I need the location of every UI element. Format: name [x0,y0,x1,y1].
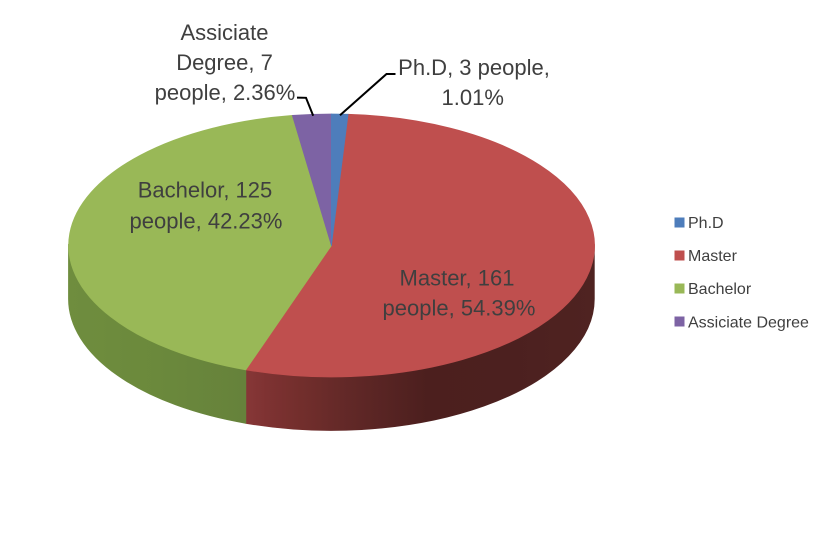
svg-text:Master, 161: Master, 161 [400,266,515,291]
svg-text:people, 42.23%: people, 42.23% [130,209,283,234]
svg-text:Ph.D: Ph.D [688,215,724,232]
svg-text:Degree, 7: Degree, 7 [176,50,273,75]
svg-text:Bachelor: Bachelor [688,281,752,298]
svg-text:Bachelor, 125: Bachelor, 125 [138,178,273,203]
svg-text:people, 54.39%: people, 54.39% [383,295,536,320]
svg-text:people, 2.36%: people, 2.36% [155,80,296,105]
svg-text:Assiciate: Assiciate [180,20,268,45]
svg-text:1.01%: 1.01% [442,85,504,110]
svg-text:Ph.D, 3 people,: Ph.D, 3 people, [398,55,550,80]
svg-text:Master: Master [688,248,738,265]
svg-text:Assiciate Degree: Assiciate Degree [688,314,809,331]
